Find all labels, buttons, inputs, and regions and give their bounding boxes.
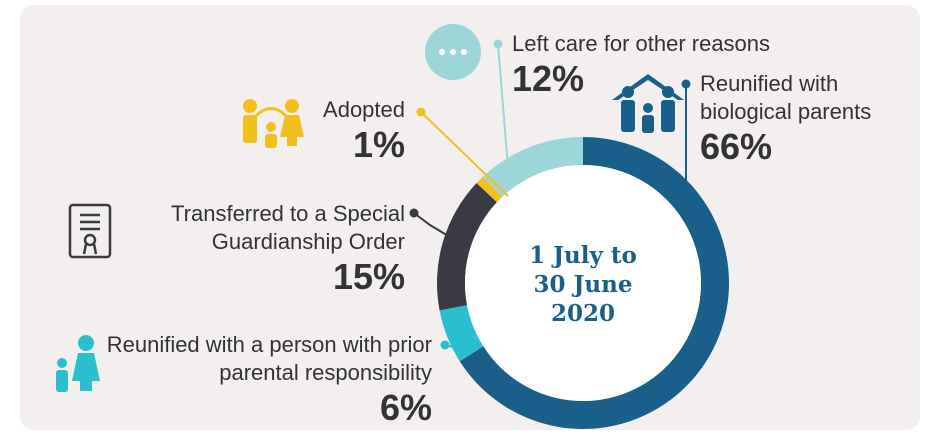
- category-label: Reunified with biological parents: [700, 71, 872, 124]
- leader-dot: [416, 107, 426, 117]
- icon-certificate: [68, 203, 112, 259]
- donut-segment: [439, 305, 484, 362]
- donut-segment: [436, 183, 497, 311]
- donut-segment: [483, 137, 583, 197]
- segment-label: Left care for other reasons 12%: [512, 30, 842, 100]
- category-label: Reunified with a person with prior paren…: [106, 332, 432, 385]
- icon-adopted-family: [243, 99, 304, 148]
- icon-more: [425, 24, 481, 80]
- leader-dot: [681, 79, 691, 89]
- category-label: Transferred to a Special Guardianship Or…: [171, 201, 405, 254]
- segment-label: Transferred to a Special Guardianship Or…: [105, 200, 405, 298]
- value-label: 1%: [352, 124, 405, 165]
- value-label: 12%: [512, 58, 585, 99]
- leader-line: [420, 111, 509, 197]
- center-text: 1 July to: [529, 242, 637, 269]
- value-label: 66%: [700, 126, 773, 167]
- category-label: Adopted: [323, 97, 405, 122]
- leader-dot: [493, 39, 503, 49]
- leader-line: [497, 43, 509, 169]
- donut-segment: [476, 176, 503, 203]
- leader-dot: [409, 208, 419, 218]
- icon-parent-child: [56, 335, 100, 392]
- leader-line: [413, 212, 461, 244]
- center-text: 2020: [551, 300, 615, 327]
- category-label: Left care for other reasons: [512, 31, 771, 56]
- leader-dot: [440, 340, 450, 350]
- segment-label: Reunified with biological parents 66%: [700, 70, 920, 168]
- value-label: 6%: [379, 387, 432, 428]
- center-text: 30 June: [534, 271, 633, 298]
- icon-family-home: [612, 74, 684, 133]
- segment-label: Adopted 1%: [255, 96, 405, 166]
- value-label: 15%: [332, 256, 405, 297]
- donut-hole: [465, 165, 701, 401]
- segment-label: Reunified with a person with prior paren…: [82, 331, 432, 429]
